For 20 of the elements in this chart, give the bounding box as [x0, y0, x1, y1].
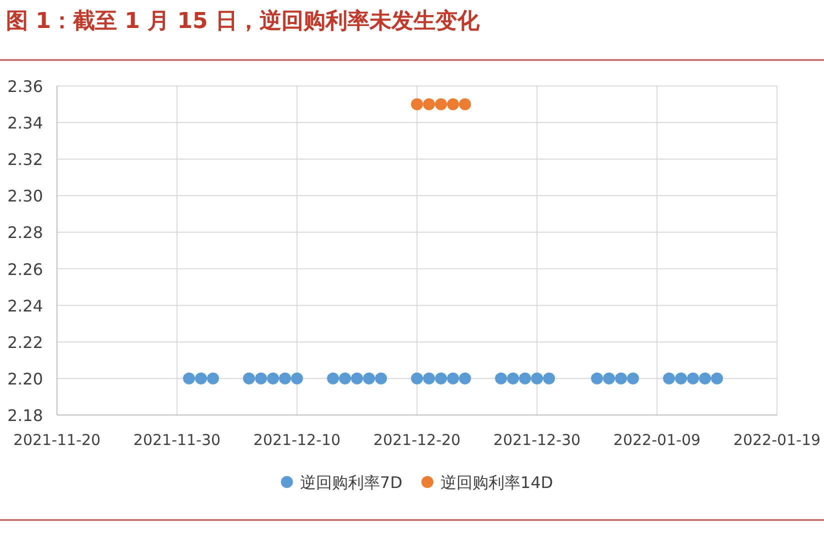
x-tick-label: 2022-01-09 [613, 431, 701, 449]
chart-title: 图 1：截至 1 月 15 日，逆回购利率未发生变化 [6, 8, 481, 34]
y-tick-label: 2.22 [7, 332, 43, 352]
y-tick-label: 2.20 [7, 369, 43, 388]
x-tick-label: 2021-11-30 [133, 431, 221, 449]
x-tick-label: 2021-12-10 [253, 431, 341, 449]
y-tick-label: 2.36 [7, 77, 43, 96]
y-tick-label: 2.24 [7, 296, 43, 316]
x-tick-label: 2021-11-20 [13, 431, 101, 449]
y-tick-label: 2.34 [7, 114, 43, 133]
x-tick-label: 2021-12-30 [493, 431, 581, 449]
x-tick-label: 2022-01-19 [733, 431, 821, 449]
y-tick-label: 2.18 [7, 406, 43, 425]
legend-label: 逆回购利率14D [440, 473, 554, 492]
legend-label: 逆回购利率7D [300, 473, 402, 492]
x-tick-label: 2021-12-20 [373, 431, 461, 449]
y-tick-label: 2.30 [7, 186, 43, 206]
y-tick-label: 2.32 [7, 150, 43, 170]
y-tick-label: 2.26 [7, 260, 43, 279]
y-tick-label: 2.28 [7, 223, 43, 242]
